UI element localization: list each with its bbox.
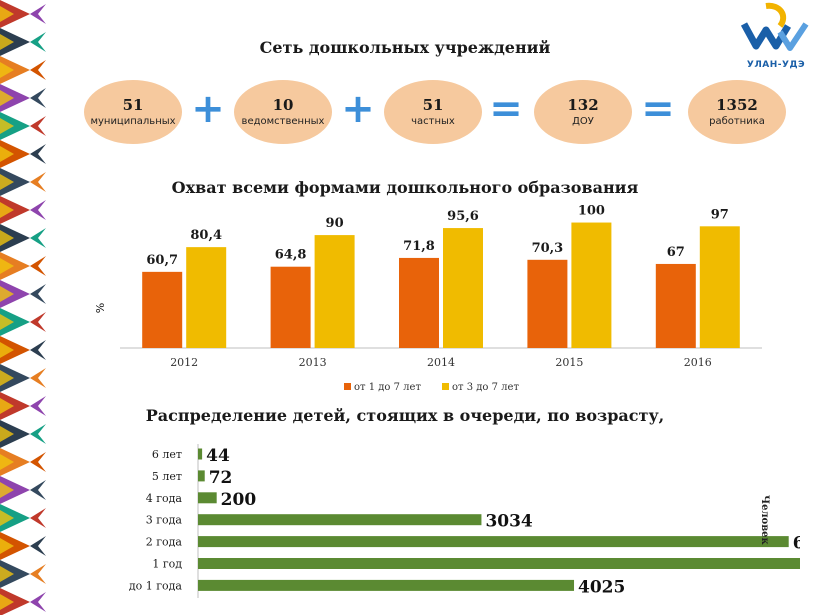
legend-swatch	[344, 383, 351, 390]
coverage-data-label: 100	[578, 204, 605, 219]
age-category-label: 3 года	[146, 514, 183, 527]
municipal-count-oval: 51 муниципальных	[84, 80, 182, 144]
coverage-bar	[443, 228, 483, 348]
queue-bar	[198, 579, 575, 591]
private-label: частных	[411, 116, 455, 127]
coverage-data-label: 64,8	[275, 248, 307, 263]
workers-count: 1352	[716, 96, 758, 114]
coverage-bar	[699, 226, 740, 348]
queue-data-label: 72	[209, 468, 233, 488]
y-axis-label: %	[94, 303, 107, 313]
coverage-bar	[527, 259, 568, 348]
departmental-count-oval: 10 ведомственных	[234, 80, 332, 144]
queue-bar	[198, 514, 482, 526]
age-category-label: 4 года	[146, 492, 183, 505]
x-tick-label: 2014	[427, 356, 455, 369]
plus-operator: +	[191, 86, 225, 132]
queue-data-label: 6323	[793, 534, 800, 554]
coverage-data-label: 90	[326, 216, 344, 231]
queue-bar	[198, 492, 217, 504]
coverage-data-label: 80,4	[190, 228, 222, 243]
total-dou-oval: 132 ДОУ	[534, 80, 632, 144]
age-category-label: до 1 года	[129, 579, 183, 592]
queue-bar	[198, 470, 205, 482]
municipal-count: 51	[122, 96, 144, 114]
age-category-label: 2 года	[146, 536, 183, 549]
equals-operator: =	[489, 86, 523, 132]
queue-data-label: 44	[206, 446, 230, 466]
equals-operator: =	[641, 86, 675, 132]
x-tick-label: 2015	[555, 356, 583, 369]
coverage-bar-chart: % 60,7 80,4 2012 64,8 90 2013 71,8 95,6 2014 70,3 1…	[94, 204, 762, 393]
logo-text: УЛАН-УДЭ	[746, 60, 806, 70]
private-count: 51	[422, 96, 444, 114]
coverage-data-label: 60,7	[146, 253, 178, 268]
age-category-label: 1 год	[152, 558, 182, 571]
side-ornament	[0, 0, 48, 615]
coverage-data-label: 71,8	[403, 239, 435, 254]
unit-label: Человек	[759, 495, 770, 546]
queue-data-label: 3034	[485, 512, 532, 532]
departmental-label: ведомственных	[241, 116, 325, 127]
queue-bar	[198, 558, 800, 569]
x-tick-label: 2013	[299, 356, 327, 369]
network-title: Сеть дошкольных учреждений	[259, 38, 551, 57]
legend-swatch	[442, 383, 449, 390]
x-tick-label: 2012	[170, 356, 198, 369]
legend-entry: от 1 до 7 лет	[354, 382, 421, 393]
coverage-data-label: 97	[711, 207, 729, 222]
coverage-bar	[399, 257, 439, 348]
coverage-bar	[142, 271, 183, 348]
municipal-label: муниципальных	[90, 116, 176, 127]
coverage-bar	[270, 266, 311, 348]
coverage-data-label: 95,6	[447, 209, 479, 224]
departmental-count: 10	[272, 96, 294, 114]
coverage-bar	[314, 235, 355, 348]
legend-entry: от 3 до 7 лет	[452, 382, 519, 393]
plus-operator: +	[341, 86, 375, 132]
total-dou-count: 132	[567, 96, 599, 114]
coverage-data-label: 70,3	[532, 241, 564, 256]
private-count-oval: 51 частных	[384, 80, 482, 144]
queue-bar	[198, 536, 789, 548]
workers-count-oval: 1352 работника	[688, 80, 786, 144]
coverage-data-label: 67	[667, 245, 685, 260]
workers-label: работника	[709, 116, 765, 127]
queue-title: Распределение детей, стоящих в очереди, …	[145, 406, 665, 425]
queue-bar	[198, 448, 203, 460]
coverage-bar	[571, 222, 612, 348]
queue-data-label: 4025	[578, 577, 625, 597]
queue-data-label: 200	[221, 490, 257, 510]
total-dou-label: ДОУ	[572, 116, 594, 127]
logo-emblem-icon	[740, 2, 809, 51]
age-category-label: 6 лет	[152, 448, 182, 461]
age-category-label: 5 лет	[152, 470, 182, 483]
coverage-title: Охват всеми формами дошкольного образова…	[171, 178, 639, 197]
queue-bar-chart: 6 лет 44 5 лет 72 4 года 200 3 года 3034 2 года 6…	[129, 444, 800, 598]
coverage-bar	[186, 247, 227, 348]
coverage-bar	[655, 263, 696, 348]
x-tick-label: 2016	[684, 356, 712, 369]
city-logo: УЛАН-УДЭ	[740, 2, 812, 70]
